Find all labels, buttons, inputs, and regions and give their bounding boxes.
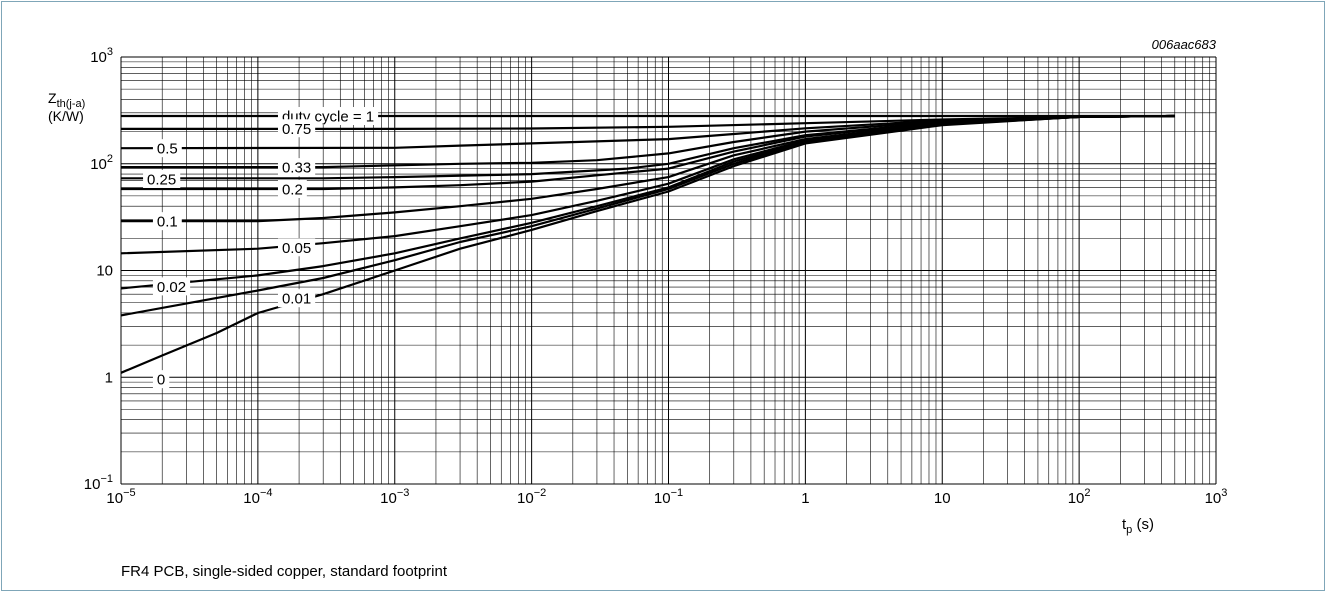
series-label: 0.2 [277, 180, 307, 199]
axes: 10−5 10−4 10−3 10−2 10−1 1 10 102 10310310210110… [84, 46, 1228, 507]
series-label-text: 0.2 [282, 182, 303, 199]
series-label-text: 0.33 [282, 160, 311, 177]
y-axis-unit: (K/W) [48, 108, 84, 124]
x-tick-label: 10−4 [243, 487, 272, 507]
series-label-text: 0.01 [282, 291, 311, 308]
x-tick-label: 10−1 [654, 487, 683, 507]
y-tick-label: 102 [90, 153, 113, 173]
x-tick-label: 102 [1068, 487, 1091, 507]
series-line [120, 114, 1175, 374]
series-label: 0.05 [277, 238, 316, 257]
footnote: FR4 PCB, single-sided copper, standard f… [121, 563, 448, 580]
x-tick-label: 103 [1205, 487, 1228, 507]
series-label: 0.33 [277, 158, 316, 177]
curve-labels: duty cycle = 10.750.50.330.250.20.10.050… [143, 107, 379, 389]
y-tick-label: 1 [105, 369, 113, 386]
x-tick-label: 10−3 [380, 487, 409, 507]
curves [120, 114, 1175, 374]
y-tick-label: 103 [90, 46, 113, 66]
series-label: 0.25 [143, 169, 181, 188]
y-tick-label: 10 [96, 263, 113, 280]
x-axis-label: tp (s) [1122, 516, 1154, 536]
series-label-text: 0.02 [157, 279, 186, 296]
figure-code: 006aac683 [1152, 37, 1217, 52]
series-label-text: 0.05 [282, 240, 311, 257]
x-tick-label: 1 [801, 490, 809, 507]
series-label: 0 [152, 370, 170, 389]
series-label-text: 0.5 [157, 141, 178, 158]
series-label: 0.02 [152, 277, 191, 296]
x-tick-label: 10−5 [106, 487, 135, 507]
series-label-text: 0 [157, 372, 165, 389]
series-label: 0.1 [152, 212, 182, 231]
y-tick-label: 10−1 [84, 473, 113, 493]
series-label: 0.01 [277, 289, 316, 308]
x-tick-label: 10−2 [517, 487, 546, 507]
x-tick-label: 10 [934, 490, 951, 507]
series-label: 0.75 [277, 119, 316, 138]
series-label-text: 0.1 [157, 214, 178, 231]
series-line [120, 114, 1175, 317]
y-axis-label: Zth(j-a) [48, 90, 85, 110]
series-line [120, 114, 1175, 290]
series-label: 0.5 [152, 139, 182, 158]
series-label-text: 0.75 [282, 121, 311, 138]
series-label-text: 0.25 [147, 171, 176, 188]
